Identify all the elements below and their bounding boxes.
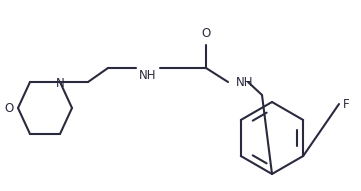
Text: O: O (5, 101, 14, 114)
Text: N: N (56, 77, 64, 90)
Text: F: F (343, 97, 349, 111)
Text: NH: NH (139, 69, 157, 82)
Text: O: O (201, 27, 210, 40)
Text: NH: NH (236, 75, 253, 88)
